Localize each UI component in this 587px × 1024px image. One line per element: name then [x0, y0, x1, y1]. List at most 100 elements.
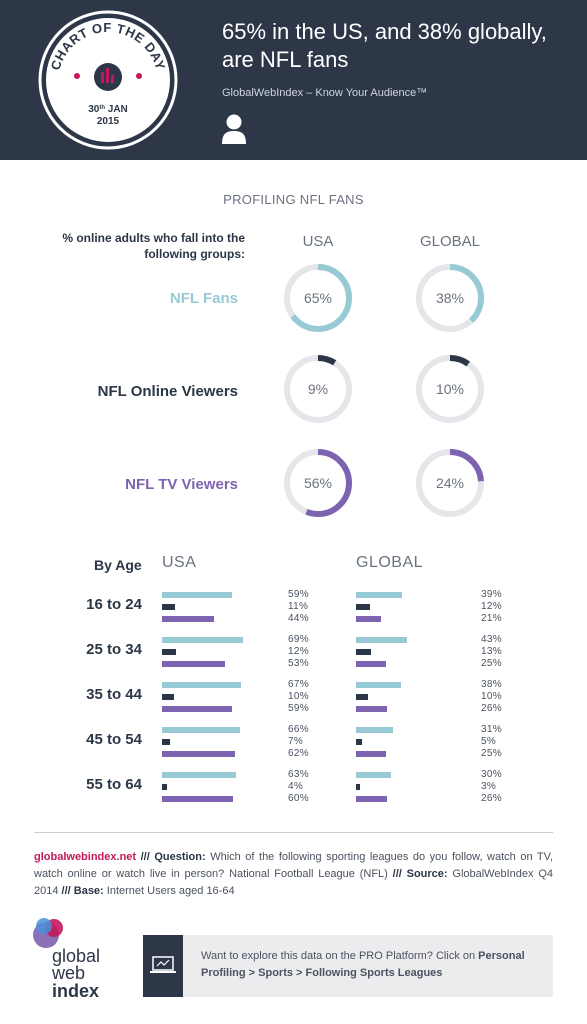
donut-arc: [284, 264, 352, 332]
age-bar-value-global: 13%: [481, 646, 502, 657]
age-bar-global: [356, 592, 403, 598]
age-bar-value-global: 30%: [481, 769, 502, 780]
donut-value-label: 65%: [304, 290, 332, 306]
age-bar-value-usa: 69%: [288, 634, 309, 645]
age-bar-usa: [162, 796, 233, 802]
age-bar-global: [356, 661, 386, 667]
age-bar-usa: [162, 784, 167, 790]
age-bar-value-usa: 7%: [288, 736, 304, 747]
svg-text:30th JAN: 30th JAN: [88, 104, 128, 115]
donut-value-label: 56%: [304, 475, 332, 491]
donut-arc: [416, 355, 484, 423]
age-bar-value-usa: 62%: [288, 748, 309, 759]
laptop-icon: [150, 956, 176, 973]
age-bar-global: [356, 772, 392, 778]
age-bar-global: [356, 706, 387, 712]
donut-value-label: 9%: [308, 381, 328, 397]
promo-icon-box: [143, 935, 183, 997]
age-bar-value-usa: 53%: [288, 658, 309, 669]
age-bar-usa: [162, 772, 237, 778]
row-label-nfl-tv-viewers: NFL TV Viewers: [125, 476, 238, 493]
chart-of-the-day-badge: CHART OF THE DAY 30th JAN 2015: [38, 10, 178, 150]
age-bar-usa: [162, 706, 232, 712]
age-bar-global: [356, 637, 407, 643]
pro-platform-banner[interactable]: Want to explore this data on the PRO Pla…: [143, 935, 553, 997]
badge-date-suffix: th: [99, 105, 105, 111]
age-column-global: GLOBAL: [356, 554, 424, 571]
column-header-global: GLOBAL: [419, 233, 481, 250]
badge-dot-right-icon: [136, 73, 142, 79]
age-bar-value-global: 26%: [481, 703, 502, 714]
badge-date: 30: [88, 104, 100, 115]
age-label-5: 55 to 64: [86, 776, 142, 793]
age-bar-usa: [162, 592, 232, 598]
age-column-usa: USA: [162, 554, 197, 571]
age-bar-value-global: 31%: [481, 724, 502, 735]
donut-value-label: 24%: [436, 475, 464, 491]
age-bar-usa: [162, 649, 177, 655]
logo-line-1: global: [52, 946, 100, 966]
age-bar-value-global: 21%: [481, 613, 502, 624]
donut-usa-3: 56%: [284, 449, 352, 517]
age-bar-value-global: 25%: [481, 658, 502, 669]
row-label-nfl-fans: NFL Fans: [169, 290, 238, 307]
age-bar-value-global: 38%: [481, 679, 502, 690]
promo-text: Want to explore this data on the PRO Pla…: [201, 948, 546, 982]
age-bar-value-usa: 44%: [288, 613, 309, 624]
groups-label: % online adults who fall into the follow…: [62, 231, 245, 261]
age-bar-value-usa: 4%: [288, 781, 304, 792]
by-age-heading: By Age: [94, 557, 142, 573]
age-bar-usa: [162, 661, 225, 667]
tagline: GlobalWebIndex – Know Your Audience™: [222, 87, 428, 99]
base-label: /// Base:: [61, 885, 104, 897]
donut-arc: [416, 449, 484, 517]
site-link[interactable]: globalwebindex.net: [34, 851, 137, 863]
source-label: /// Source:: [392, 868, 448, 880]
age-bar-usa: [162, 727, 240, 733]
donut-usa-2: 9%: [284, 355, 352, 423]
age-bar-value-usa: 11%: [288, 601, 309, 612]
age-bar-value-usa: 59%: [288, 589, 309, 600]
age-bar-global: [356, 604, 371, 610]
donut-value-label: 38%: [436, 290, 464, 306]
source-text: GlobalWebIndex Q4 2014: [34, 868, 553, 897]
age-bar-value-usa: 12%: [288, 646, 309, 657]
age-bar-value-global: 26%: [481, 793, 502, 804]
age-label-4: 45 to 54: [86, 731, 142, 748]
age-bar-usa: [162, 682, 242, 688]
badge-month: JAN: [105, 104, 128, 115]
age-label-3: 35 to 44: [86, 686, 142, 703]
base-text: Internet Users aged 16-64: [103, 885, 235, 897]
age-bar-usa: [162, 751, 236, 757]
age-bar-usa: [162, 637, 244, 643]
person-icon: [222, 114, 246, 144]
age-bar-value-usa: 60%: [288, 793, 309, 804]
age-bar-global: [356, 694, 368, 700]
age-bar-global: [356, 796, 387, 802]
age-bar-usa: [162, 616, 214, 622]
header-banner: CHART OF THE DAY 30th JAN 2015 65% in th…: [0, 0, 587, 160]
age-bar-value-global: 25%: [481, 748, 502, 759]
footnote: globalwebindex.net /// Question: Which o…: [34, 849, 553, 900]
age-bar-value-global: 3%: [481, 781, 497, 792]
donut-arc: [284, 355, 352, 423]
age-bar-usa: [162, 739, 171, 745]
age-bar-value-global: 5%: [481, 736, 497, 747]
age-label-1: 16 to 24: [86, 596, 142, 613]
donut-global-1: 38%: [416, 264, 484, 332]
age-bar-value-global: 39%: [481, 589, 502, 600]
question-label: /// Question:: [140, 851, 206, 863]
promo-path[interactable]: Personal Profiling > Sports > Following …: [201, 950, 525, 979]
age-bar-usa: [162, 604, 175, 610]
page-title: 65% in the US, and 38% globally, are NFL…: [222, 19, 547, 72]
age-bar-global: [356, 739, 362, 745]
section-title: PROFILING NFL FANS: [223, 192, 364, 207]
age-bar-global: [356, 616, 381, 622]
donut-value-label: 10%: [436, 381, 464, 397]
age-bar-value-usa: 66%: [288, 724, 309, 735]
age-label-2: 25 to 34: [86, 641, 142, 658]
age-bar-value-usa: 10%: [288, 691, 309, 702]
logo-line-3: index: [52, 981, 99, 1001]
age-bar-value-usa: 59%: [288, 703, 309, 714]
donut-usa-1: 65%: [284, 264, 352, 332]
